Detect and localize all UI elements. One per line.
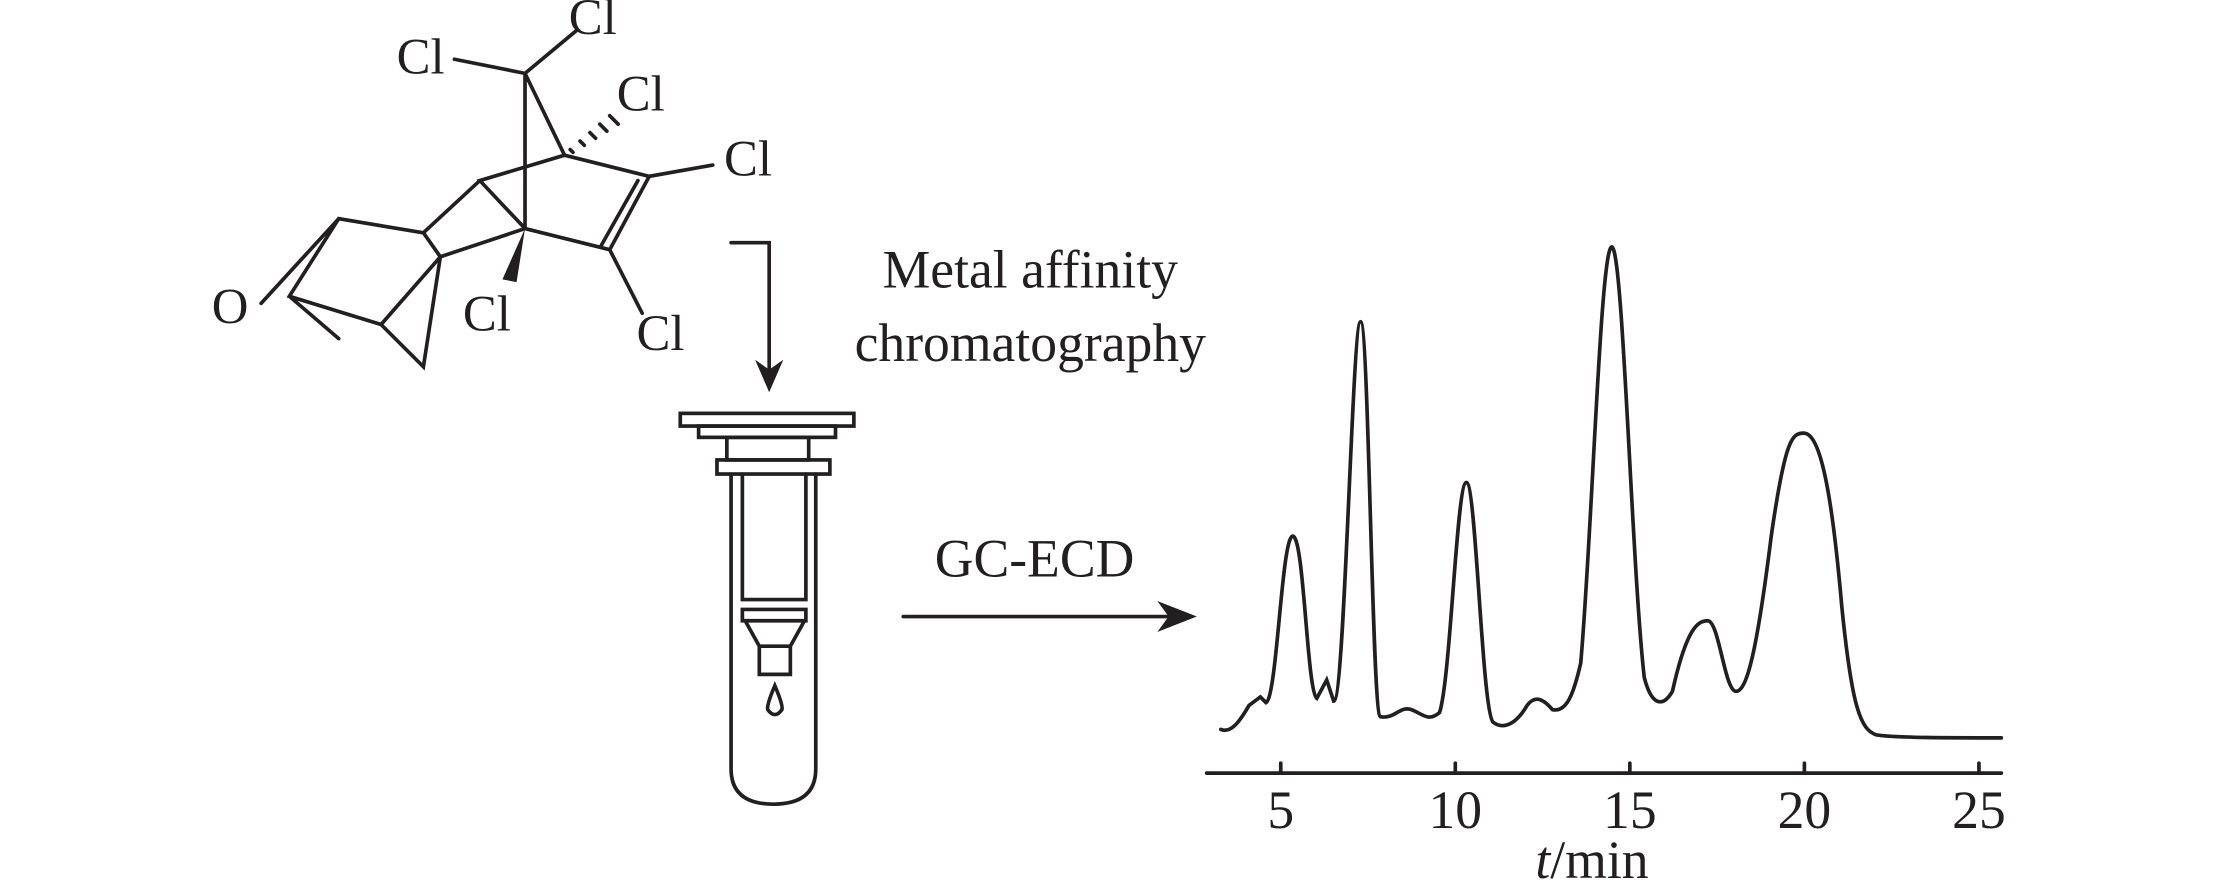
x-ticks: 5 10 15 20 25 [1267,761,2006,840]
atom-label: O [212,278,249,334]
atom-label: Cl [724,130,772,186]
cartridge [678,411,856,807]
x-tick-label: 5 [1267,780,1294,840]
step-label: GC-ECD [935,529,1135,589]
bonds [259,29,715,371]
atom-label: Cl [463,286,511,342]
chromatogram-trace [1218,245,2004,740]
atom-label: Cl [569,0,617,45]
atom-label: Cl [637,305,685,361]
x-label-var: t [1535,831,1551,886]
arrow [729,240,772,376]
step-label: chromatography [855,313,1207,373]
x-tick-label: 20 [1778,780,1832,840]
molecule: Cl Cl Cl Cl Cl Cl O [212,0,772,371]
arrow-head [1157,601,1197,633]
step-label: Metal affinity [883,239,1179,299]
wedge-bond [502,228,526,283]
x-tick-label: 10 [1428,780,1482,840]
x-tick-label: 15 [1603,780,1657,840]
atom-label: Cl [617,65,665,121]
x-axis-label: t/min [1535,831,1648,886]
arrow-head [755,359,784,393]
x-label-unit: /min [1550,831,1648,886]
x-tick-label: 25 [1952,780,2006,840]
atom-label: Cl [397,29,445,85]
hashed-bond [568,113,621,155]
